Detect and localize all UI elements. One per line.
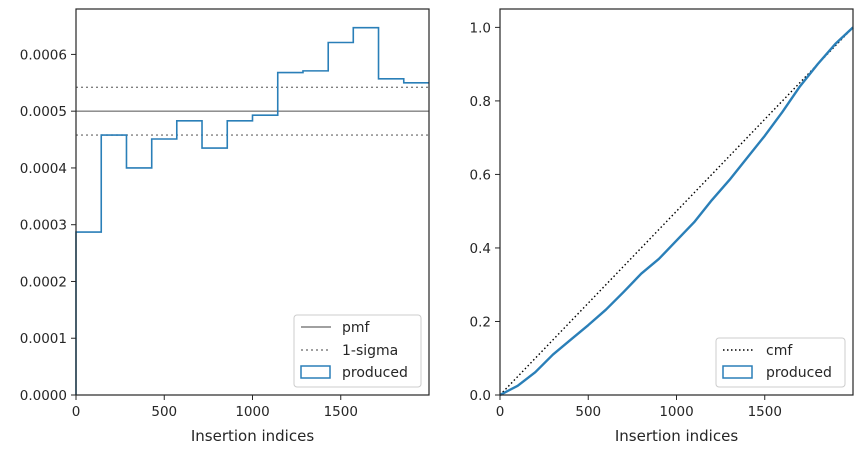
left-y-tick-label: 0.0005	[20, 104, 67, 120]
left-x-axis-label: Insertion indices	[191, 427, 314, 445]
legend-produced-label: produced	[342, 365, 408, 381]
right-y-ticks: 0.0 0.2 0.4 0.6 0.8 1.0	[470, 20, 500, 404]
left-y-tick-label: 0.0002	[20, 274, 67, 290]
right-frame	[499, 8, 854, 396]
left-chart: 0 500 1000 1500 0.00000.00010.00020.00030.0…	[20, 8, 430, 445]
left-x-tick-label: 1000	[235, 404, 269, 420]
right-x-axis-label: Insertion indices	[615, 427, 738, 445]
legend-produced-swatch	[300, 365, 331, 379]
left-x-tick-label: 1500	[324, 404, 358, 420]
right-chart: 0 500 1000 1500 0.0 0.2 0.4 0.6 0.8 1.0 Insertio…	[470, 8, 854, 445]
left-y-tick-label: 0.0003	[20, 218, 67, 234]
right-x-tick-label: 1500	[748, 404, 782, 420]
left-y-tick-label: 0.0006	[20, 47, 67, 63]
right-y-tick-label: 0.4	[470, 241, 491, 257]
produced-histogram	[75, 26, 429, 395]
right-y-tick-label: 0.2	[470, 314, 491, 330]
left-x-tick-label: 500	[151, 404, 177, 420]
legend-produced-swatch-right	[722, 365, 753, 379]
left-y-tick-label: 0.0004	[20, 161, 67, 177]
left-legend-box	[293, 314, 422, 388]
right-x-ticks: 0 500 1000 1500	[496, 395, 782, 420]
right-y-tick-label: 0.0	[470, 388, 491, 404]
legend-produced-label-right: produced	[766, 365, 832, 381]
right-x-tick-label: 500	[575, 404, 601, 420]
right-x-tick-label: 1000	[659, 404, 693, 420]
produced-cdf-line	[499, 26, 854, 397]
legend-sigma-label: 1-sigma	[342, 343, 398, 359]
left-y-tick-label: 0.0001	[20, 331, 67, 347]
right-y-tick-label: 1.0	[470, 20, 491, 36]
left-legend: pmf 1-sigma produced	[293, 314, 422, 388]
legend-pmf-label: pmf	[342, 320, 371, 336]
right-y-tick-label: 0.6	[470, 167, 491, 183]
right-legend: cmf produced	[715, 337, 846, 388]
right-marks	[499, 26, 854, 397]
left-marks	[75, 26, 429, 395]
right-x-tick-label: 0	[496, 404, 505, 420]
left-x-ticks: 0 500 1000 1500	[72, 395, 358, 420]
legend-cmf-label: cmf	[766, 343, 793, 359]
left-x-tick-label: 0	[72, 404, 81, 420]
left-y-ticks: 0.0000 0.0001 0.0002 0.0003 0.0004 0.0005 0.00…	[20, 47, 76, 404]
left-y-tick-label: 0.0000	[20, 388, 67, 404]
cmf-line	[499, 26, 854, 396]
right-y-tick-label: 0.8	[470, 94, 491, 110]
